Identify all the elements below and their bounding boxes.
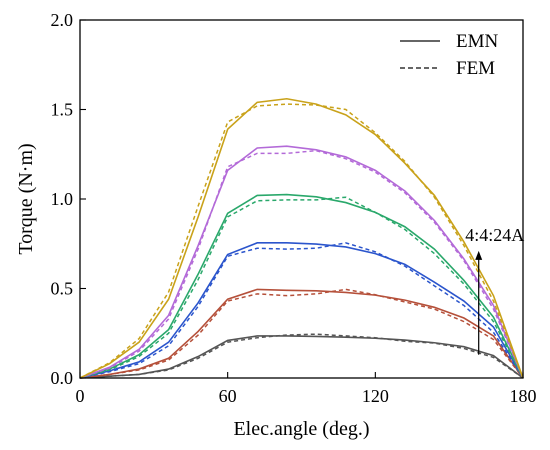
x-tick-label-120: 120 [362,386,389,406]
x-tick-label-180: 180 [510,386,537,406]
y-tick-label-2: 1.0 [51,189,74,209]
annotation-label: 4:4:24A [465,225,524,245]
series-4-emn-line [79,193,524,379]
y-axis-title: Torque (N·m) [15,143,37,254]
ticks-layer: 0 60 120 180 0.0 0.5 1.0 1.5 2.0 [51,10,537,406]
series-5-emn-line [79,145,524,379]
series-3-fem-line [79,242,524,379]
y-tick-label-0: 0.0 [51,368,74,388]
y-tick-label-1: 0.5 [51,279,74,299]
series-2-emn-line [79,288,524,379]
y-tick-label-4: 2.0 [51,10,74,30]
x-tick-label-60: 60 [219,386,237,406]
series-2-fem-line [79,288,524,379]
legend-fem-label: FEM [456,58,495,79]
series-6-fem-line [79,103,524,379]
x-tick-label-0: 0 [76,386,85,406]
series-layer [79,97,524,379]
legend: EMN FEM [400,31,499,79]
y-tick-label-3: 1.5 [51,100,74,120]
series-5-fem-line [79,149,524,379]
annotation: 4:4:24A [465,225,524,355]
series-3-emn-line [79,242,524,379]
legend-emn-label: EMN [456,31,499,52]
series-4-fem-line [79,196,524,379]
x-axis-title: Elec.angle (deg.) [233,418,369,440]
series-1-emn-line [79,335,524,379]
series-6-emn-line [79,97,524,379]
annotation-arrow-head [475,250,483,260]
